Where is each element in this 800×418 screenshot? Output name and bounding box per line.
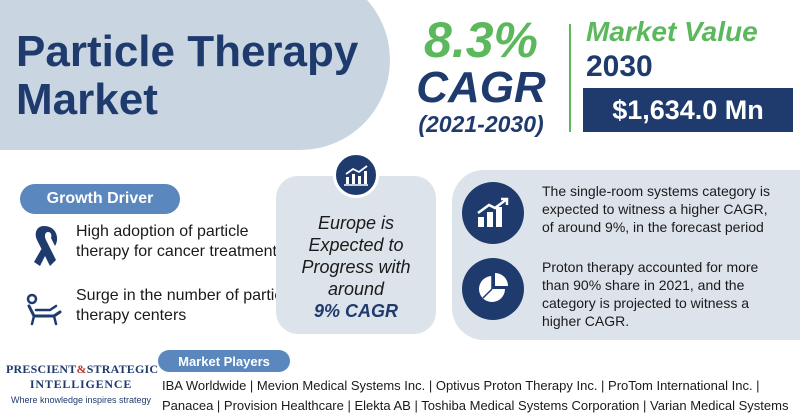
growth-driver-heading: Growth Driver xyxy=(20,184,180,214)
title-line-2: Market xyxy=(16,75,158,124)
segment-icon-badge xyxy=(462,182,524,244)
market-value-amount: $1,634.0 Mn xyxy=(583,88,793,132)
growth-driver-text: Surge in the number of particle therapy … xyxy=(76,287,295,324)
recliner-icon xyxy=(26,293,62,326)
chart-growth-icon xyxy=(344,165,368,186)
segment-item: The single-room systems category is expe… xyxy=(462,182,782,244)
logo-line-1: PRESCIENT&STRATEGIC xyxy=(6,362,159,377)
logo-word-2: STRATEGIC xyxy=(86,362,159,376)
title-line-1: Particle Therapy xyxy=(16,27,359,76)
logo-line-2: INTELLIGENCE xyxy=(29,377,133,391)
divider xyxy=(569,24,571,132)
cagr-value: 8.3% xyxy=(424,12,538,68)
company-logo: PRESCIENT&STRATEGIC INTELLIGENCE Where k… xyxy=(6,362,159,405)
segment-icon-badge xyxy=(462,258,524,320)
growth-driver-item: High adoption of particle therapy for ca… xyxy=(24,222,296,270)
market-value-year: 2030 xyxy=(586,50,653,83)
market-value-heading: Market Value xyxy=(586,16,758,47)
market-players-list: IBA Worldwide | Mevion Medical Systems I… xyxy=(162,378,789,413)
logo-tagline: Where knowledge inspires strategy xyxy=(10,395,152,405)
segment-text: The single-room systems category is expe… xyxy=(542,183,770,235)
logo-word-1: PRESCIENT xyxy=(6,362,77,376)
title-background xyxy=(0,0,390,150)
europe-statement: Europe is Expected to Progress with arou… xyxy=(280,212,432,322)
growth-driver-text: High adoption of particle therapy for ca… xyxy=(76,223,277,260)
europe-cagr: 9% CAGR xyxy=(313,301,398,321)
segment-text: Proton therapy accounted for more than 9… xyxy=(542,259,759,329)
market-players-heading: Market Players xyxy=(158,350,290,372)
cagr-label: CAGR xyxy=(416,63,546,112)
europe-icon-badge xyxy=(333,152,379,198)
page-title: Particle Therapy Market xyxy=(16,28,396,124)
cagr-block: 8.3% CAGR (2021-2030) xyxy=(402,14,560,138)
ribbon-icon xyxy=(34,226,58,266)
pie-chart-icon xyxy=(479,273,508,302)
bar-growth-icon xyxy=(477,197,509,227)
logo-ampersand: & xyxy=(76,362,87,376)
europe-text: Europe is Expected to Progress with arou… xyxy=(301,213,411,299)
europe-card xyxy=(276,176,436,334)
growth-driver-item: Surge in the number of particle therapy … xyxy=(24,286,296,334)
segment-item: Proton therapy accounted for more than 9… xyxy=(462,258,782,330)
cagr-period: (2021-2030) xyxy=(418,111,544,137)
